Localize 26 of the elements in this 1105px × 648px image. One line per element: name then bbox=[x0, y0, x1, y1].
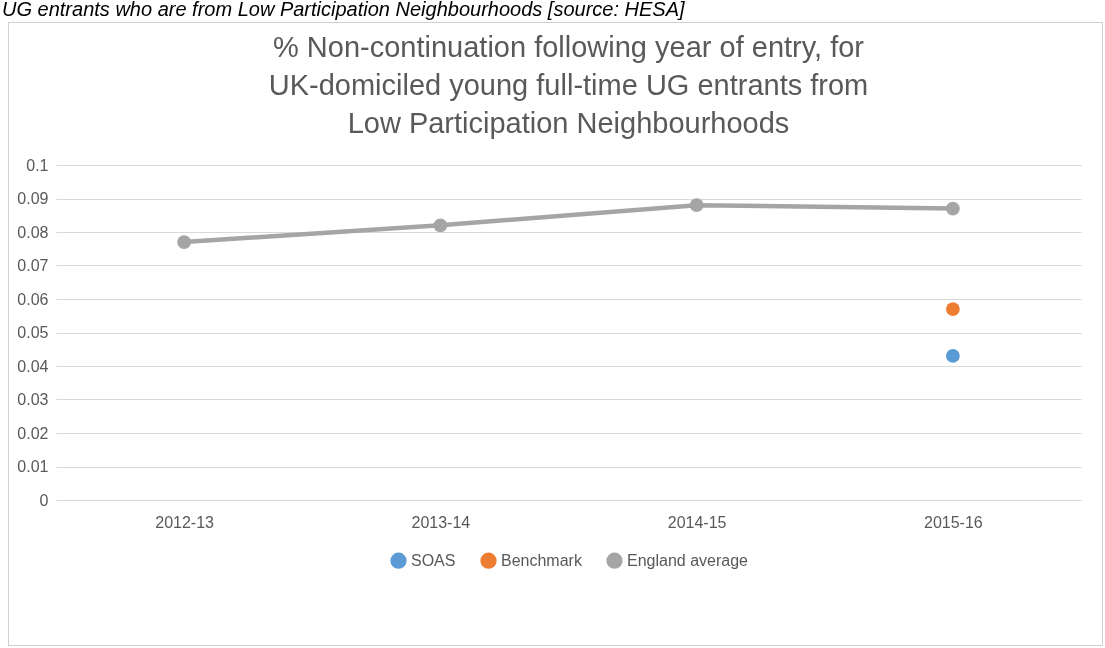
x-tick-label: 2014-15 bbox=[667, 513, 727, 531]
y-tick-label: 0.03 bbox=[17, 391, 49, 408]
legend-label: SOAS bbox=[411, 551, 456, 569]
y-tick-label: 0.08 bbox=[17, 223, 49, 241]
legend-label: Benchmark bbox=[501, 551, 583, 569]
point bbox=[945, 349, 960, 363]
y-tick-label: 0 bbox=[39, 491, 49, 509]
x-tick-label: 2015-16 bbox=[924, 513, 983, 531]
point bbox=[945, 201, 960, 216]
y-tick-label: 0.09 bbox=[17, 190, 49, 207]
y-tick-label: 0.07 bbox=[17, 257, 49, 274]
point bbox=[689, 198, 704, 213]
chart-title: % Non-continuation following year of entry, for UK-domiciled young full-time UG entrants from Low Participation Neighbourhoods bbox=[268, 31, 869, 139]
x-tick-label: 2012-13 bbox=[155, 513, 215, 531]
y-tick-label: 0.05 bbox=[17, 324, 49, 341]
y-tick-label: 0.02 bbox=[17, 424, 49, 442]
y-tick-label: 0.1 bbox=[26, 156, 49, 174]
legend-label: England average bbox=[627, 551, 749, 569]
point bbox=[177, 235, 192, 249]
y-tick-label: 0.01 bbox=[17, 458, 49, 475]
y-tick-label: 0.06 bbox=[17, 290, 49, 308]
point bbox=[433, 218, 448, 233]
x-tick-label: 2013-14 bbox=[411, 513, 471, 531]
point bbox=[945, 302, 960, 316]
text: UG entrants who are from Low Participation Neighbourhoods [source: HESA] bbox=[1, 0, 686, 22]
y-tick-label: 0.04 bbox=[17, 357, 49, 375]
